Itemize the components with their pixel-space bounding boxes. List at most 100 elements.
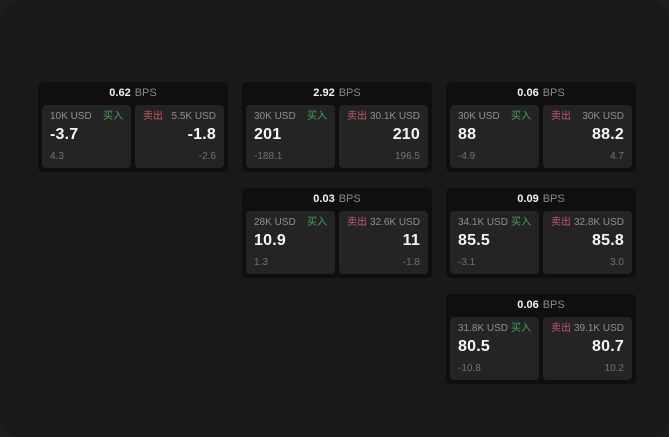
bps-unit-label: BPS [542, 87, 565, 99]
sell-tag: 卖出 [347, 111, 367, 122]
sell-tag: 卖出 [551, 217, 571, 228]
buy-price: 80.5 [458, 338, 490, 355]
bps-header: 0.03 BPS [242, 188, 432, 211]
bps-unit-label: BPS [134, 87, 157, 99]
quote-panels: 28K USD 买入 10.9 1.3 卖出 32.6K USD 11 -1.8 [242, 211, 432, 278]
bps-value: 2.92 [313, 87, 335, 99]
bps-unit-label: BPS [542, 299, 565, 311]
buy-delta: -188.1 [254, 151, 283, 162]
bps-header: 0.06 BPS [446, 82, 636, 105]
buy-delta: -10.8 [458, 363, 481, 374]
buy-price: 88 [458, 126, 477, 143]
buy-panel[interactable]: 34.1K USD 买入 85.5 -3.1 [450, 211, 539, 274]
sell-amount: 39.1K USD [573, 323, 624, 334]
buy-panel[interactable]: 30K USD 买入 88 -4.9 [450, 105, 539, 168]
sell-tag: 卖出 [551, 323, 571, 334]
buy-amount: 34.1K USD [458, 217, 509, 228]
buy-price: 201 [254, 126, 282, 143]
quote-panels: 30K USD 买入 88 -4.9 卖出 30K USD 88.2 4.7 [446, 105, 636, 172]
quote-card: 2.92 BPS 30K USD 买入 201 -188.1 卖出 30.1K … [242, 82, 432, 172]
buy-price: 85.5 [458, 232, 490, 249]
buy-panel-top: 31.8K USD 买入 [458, 324, 531, 334]
quote-card: 0.62 BPS 10K USD 买入 -3.7 4.3 卖出 5.5K USD [38, 82, 228, 172]
quote-panels: 31.8K USD 买入 80.5 -10.8 卖出 39.1K USD 80.… [446, 317, 636, 384]
sell-panel[interactable]: 卖出 39.1K USD 80.7 10.2 [543, 317, 632, 380]
sell-panel[interactable]: 卖出 32.8K USD 85.8 3.0 [543, 211, 632, 274]
sell-tag: 卖出 [143, 111, 163, 122]
bps-header: 0.62 BPS [38, 82, 228, 105]
sell-delta: 3.0 [610, 257, 624, 268]
bps-unit-label: BPS [338, 87, 361, 99]
buy-tag: 买入 [307, 111, 327, 122]
buy-delta: 4.3 [50, 151, 64, 162]
buy-panel-top: 30K USD 买入 [458, 112, 531, 122]
sell-panel-top: 卖出 5.5K USD [143, 112, 216, 122]
buy-panel[interactable]: 31.8K USD 买入 80.5 -10.8 [450, 317, 539, 380]
quote-card: 0.09 BPS 34.1K USD 买入 85.5 -3.1 卖出 32.8K… [446, 188, 636, 278]
bps-value: 0.06 [517, 299, 539, 311]
buy-panel-top: 28K USD 买入 [254, 218, 327, 228]
sell-price: 11 [402, 232, 420, 249]
bps-value: 0.62 [109, 87, 131, 99]
buy-amount: 30K USD [254, 111, 296, 122]
buy-delta: -3.1 [458, 257, 476, 268]
bps-header: 0.06 BPS [446, 294, 636, 317]
sell-delta: 196.5 [394, 151, 420, 162]
buy-panel-top: 30K USD 买入 [254, 112, 327, 122]
sell-delta: 10.2 [604, 363, 624, 374]
buy-tag: 买入 [511, 323, 531, 334]
buy-delta: 1.3 [254, 257, 268, 268]
sell-panel[interactable]: 卖出 30.1K USD 210 196.5 [339, 105, 428, 168]
buy-tag: 买入 [307, 217, 327, 228]
sell-panel[interactable]: 卖出 30K USD 88.2 4.7 [543, 105, 632, 168]
buy-panel-top: 10K USD 买入 [50, 112, 123, 122]
bps-value: 0.03 [313, 193, 335, 205]
sell-amount: 32.8K USD [573, 217, 624, 228]
sell-delta: 4.7 [610, 151, 624, 162]
bps-unit-label: BPS [338, 193, 361, 205]
bps-value: 0.06 [517, 87, 539, 99]
bps-header: 0.09 BPS [446, 188, 636, 211]
sell-price: 80.7 [592, 338, 624, 355]
sell-panel-top: 卖出 30K USD [551, 112, 624, 122]
buy-tag: 买入 [103, 111, 123, 122]
sell-panel-top: 卖出 39.1K USD [551, 324, 624, 334]
buy-amount: 31.8K USD [458, 323, 509, 334]
buy-amount: 30K USD [458, 111, 500, 122]
quote-panels: 34.1K USD 买入 85.5 -3.1 卖出 32.8K USD 85.8… [446, 211, 636, 278]
sell-delta: -1.8 [402, 257, 420, 268]
buy-price: 10.9 [254, 232, 286, 249]
buy-delta: -4.9 [458, 151, 476, 162]
quote-card-grid: 0.62 BPS 10K USD 买入 -3.7 4.3 卖出 5.5K USD [38, 82, 636, 384]
sell-price: 210 [392, 126, 420, 143]
sell-panel-top: 卖出 32.8K USD [551, 218, 624, 228]
buy-panel[interactable]: 10K USD 买入 -3.7 4.3 [42, 105, 131, 168]
quote-panels: 10K USD 买入 -3.7 4.3 卖出 5.5K USD -1.8 -2.… [38, 105, 228, 172]
quote-card: 0.03 BPS 28K USD 买入 10.9 1.3 卖出 32.6K US… [242, 188, 432, 278]
bps-unit-label: BPS [542, 193, 565, 205]
bps-header: 2.92 BPS [242, 82, 432, 105]
sell-amount: 30K USD [582, 111, 624, 122]
quote-card: 0.06 BPS 30K USD 买入 88 -4.9 卖出 30K USD [446, 82, 636, 172]
sell-amount: 32.6K USD [369, 217, 420, 228]
sell-tag: 卖出 [347, 217, 367, 228]
sell-delta: -2.6 [198, 151, 216, 162]
quote-card: 0.06 BPS 31.8K USD 买入 80.5 -10.8 卖出 39.1… [446, 294, 636, 384]
sell-panel[interactable]: 卖出 5.5K USD -1.8 -2.6 [135, 105, 224, 168]
buy-price: -3.7 [50, 126, 79, 143]
sell-price: -1.8 [187, 126, 216, 143]
sell-tag: 卖出 [551, 111, 571, 122]
sell-panel[interactable]: 卖出 32.6K USD 11 -1.8 [339, 211, 428, 274]
sell-amount: 5.5K USD [171, 111, 216, 122]
sell-panel-top: 卖出 32.6K USD [347, 218, 420, 228]
buy-amount: 10K USD [50, 111, 92, 122]
quote-panels: 30K USD 买入 201 -188.1 卖出 30.1K USD 210 1… [242, 105, 432, 172]
buy-tag: 买入 [511, 217, 531, 228]
buy-panel[interactable]: 28K USD 买入 10.9 1.3 [246, 211, 335, 274]
buy-tag: 买入 [511, 111, 531, 122]
sell-amount: 30.1K USD [369, 111, 420, 122]
buy-panel-top: 34.1K USD 买入 [458, 218, 531, 228]
bps-value: 0.09 [517, 193, 539, 205]
buy-panel[interactable]: 30K USD 买入 201 -188.1 [246, 105, 335, 168]
sell-panel-top: 卖出 30.1K USD [347, 112, 420, 122]
